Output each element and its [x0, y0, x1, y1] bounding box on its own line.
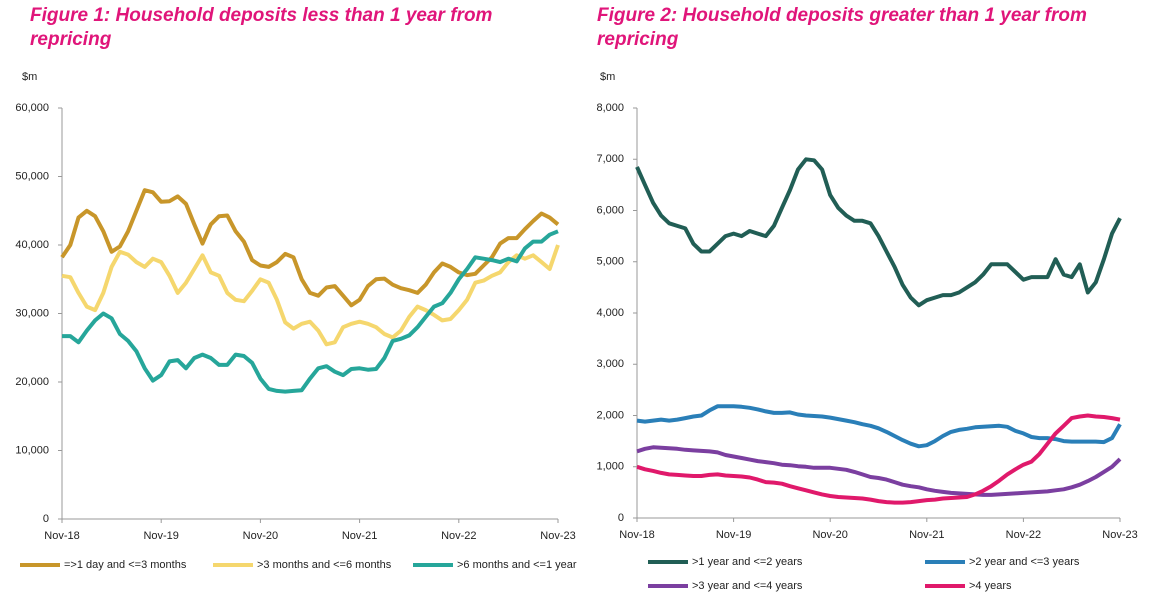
data-line — [62, 229, 559, 394]
legend-label: >1 year and <=2 years — [692, 556, 803, 568]
y-tick-label: 8,000 — [596, 102, 624, 114]
y-tick-label: 60,000 — [15, 102, 49, 114]
y-tick-label: 1,000 — [596, 461, 624, 473]
data-line — [636, 404, 1122, 449]
x-tick-label: Nov-19 — [716, 529, 751, 541]
data-line — [636, 445, 1122, 497]
legend-label: >4 years — [969, 580, 1012, 592]
y-tick-label: 30,000 — [15, 307, 49, 319]
legend-label: >3 months and <=6 months — [257, 559, 392, 571]
y-tick-label: 0 — [618, 512, 624, 524]
legend-label: >2 year and <=3 years — [969, 556, 1080, 568]
y-tick-label: 7,000 — [596, 153, 624, 165]
y-axis-label: $m — [600, 71, 615, 83]
data-line — [635, 157, 1122, 308]
x-tick-label: Nov-18 — [44, 530, 79, 542]
data-line — [636, 413, 1121, 505]
legend-label: >6 months and <=1 year — [457, 559, 577, 571]
y-tick-label: 6,000 — [596, 204, 624, 216]
y-tick-label: 0 — [43, 513, 49, 525]
x-tick-label: Nov-23 — [540, 530, 575, 542]
x-tick-label: Nov-19 — [143, 530, 178, 542]
y-tick-label: 50,000 — [15, 170, 49, 182]
x-tick-label: Nov-20 — [243, 530, 278, 542]
legend-label: =>1 day and <=3 months — [64, 559, 187, 571]
chart-title: Figure 2: Household deposits greater tha… — [597, 5, 1087, 50]
y-tick-label: 2,000 — [596, 409, 624, 421]
y-axis-label: $m — [22, 71, 37, 83]
data-line — [61, 244, 560, 347]
x-tick-label: Nov-22 — [1006, 529, 1041, 541]
y-tick-label: 10,000 — [15, 444, 49, 456]
x-tick-label: Nov-22 — [441, 530, 476, 542]
x-tick-label: Nov-21 — [909, 529, 944, 541]
x-tick-label: Nov-20 — [812, 529, 847, 541]
legend-label: >3 year and <=4 years — [692, 580, 803, 592]
data-line — [60, 188, 560, 308]
y-tick-label: 40,000 — [15, 239, 49, 251]
y-tick-label: 5,000 — [596, 256, 624, 268]
chart-title: Figure 1: Household deposits less than 1… — [30, 5, 493, 50]
x-tick-label: Nov-18 — [619, 529, 654, 541]
y-tick-label: 3,000 — [596, 358, 624, 370]
y-tick-label: 4,000 — [596, 307, 624, 319]
x-tick-label: Nov-21 — [342, 530, 377, 542]
x-tick-label: Nov-23 — [1102, 529, 1137, 541]
y-tick-label: 20,000 — [15, 376, 49, 388]
